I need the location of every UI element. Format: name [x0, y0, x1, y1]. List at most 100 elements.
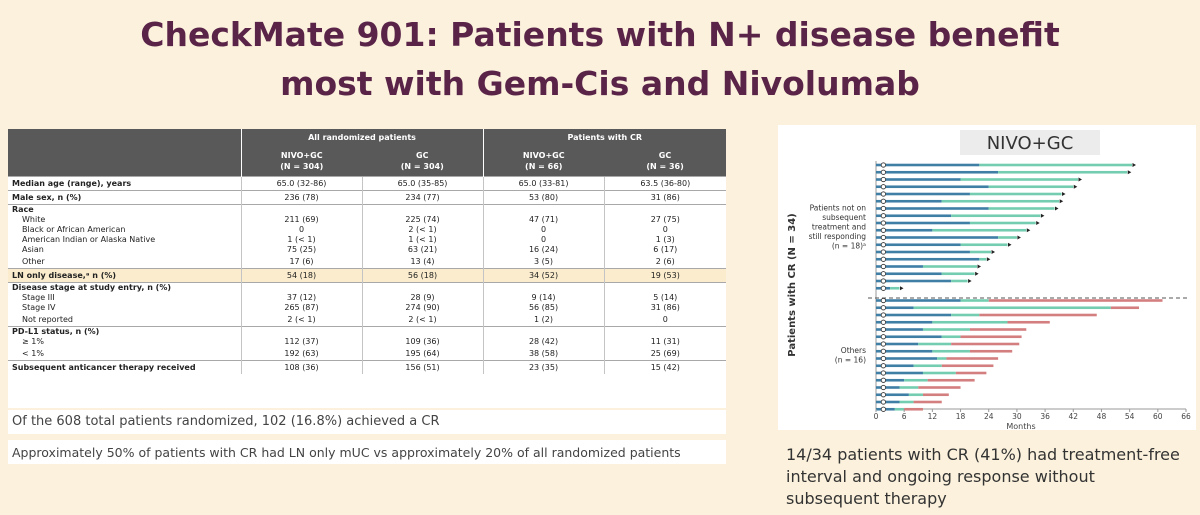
table-cell: [361, 282, 484, 293]
table-row: PD-L1 status, n (%): [8, 326, 726, 337]
table-cell: 109 (36): [361, 337, 484, 347]
response-bar: [937, 357, 947, 360]
group-label: still responding: [809, 232, 867, 241]
subsequent-therapy-bar: [913, 400, 942, 404]
table-row: < 1% 192 (63) 195 (64) 38 (58) 25 (69): [8, 347, 726, 361]
table-row: Median age (range), years 65.0 (32-86) 65.…: [8, 176, 726, 191]
treatment-bar: [876, 349, 933, 353]
response-bar: [969, 221, 1036, 225]
subsequent-therapy-bar: [1007, 320, 1050, 324]
x-tick-label: 48: [1097, 412, 1107, 421]
response-bar: [913, 364, 942, 368]
column-header: NIVO+GC (N = 66): [482, 146, 605, 177]
table-cell: 31 (86): [603, 303, 726, 313]
summary-note-ln-only: Approximately 50% of patients with CR ha…: [8, 440, 726, 464]
response-bar: [960, 178, 1078, 181]
row-label: Black or African American: [22, 225, 126, 234]
response-marker: [880, 363, 886, 369]
table-row: Stage IV 265 (87) 274 (90) 56 (85) 31 (86): [8, 303, 726, 313]
table-row: Disease stage at study entry, n (%): [8, 282, 726, 293]
x-tick-label: 60: [1153, 412, 1163, 421]
row-label: Not reported: [22, 314, 73, 324]
table-cell: [482, 326, 605, 337]
treatment-bar: [876, 371, 923, 375]
column-header-arm: GC: [658, 151, 672, 160]
response-bar: [941, 272, 975, 276]
ongoing-arrow: [991, 250, 996, 254]
table-cell: 23 (35): [482, 360, 605, 374]
ongoing-arrow: [968, 279, 972, 283]
table-row: Asian 75 (25) 63 (21) 16 (24) 6 (17): [8, 245, 726, 255]
column-header-n: (N = 66): [525, 162, 563, 171]
response-bar: [899, 386, 919, 389]
ongoing-arrow: [975, 271, 979, 276]
table-cell: 28 (9): [361, 293, 484, 303]
table-row: ≥ 1% 112 (37) 109 (36) 28 (42) 11 (31): [8, 337, 726, 347]
row-label: Disease stage at study entry, n (%): [8, 282, 241, 293]
row-label: Race: [8, 204, 241, 215]
column-header: NIVO+GC (N = 304): [240, 146, 362, 177]
x-tick-label: 0: [874, 412, 879, 421]
row-label: Stage IV: [22, 303, 56, 312]
ongoing-arrow: [1132, 163, 1136, 167]
ongoing-arrow: [977, 264, 981, 269]
response-marker: [880, 319, 886, 325]
group-label: Others: [841, 346, 866, 355]
group-label: Patients not on: [810, 204, 867, 213]
response-bar: [913, 306, 1111, 310]
treatment-bar: [876, 342, 919, 346]
row-label: Subsequent anticancer therapy received: [8, 360, 241, 374]
response-marker: [880, 242, 886, 248]
column-header: GC (N = 36): [604, 146, 726, 177]
table-cell: 19 (53): [603, 268, 726, 283]
treatment-bar: [876, 313, 952, 317]
table-cell: 108 (36): [240, 360, 362, 374]
row-label: Asian: [22, 245, 44, 254]
table-cell: 16 (24): [482, 245, 605, 255]
table-cell: 2 (< 1): [361, 313, 484, 327]
column-header-n: (N = 36): [646, 162, 684, 171]
response-bar: [908, 393, 923, 397]
response-marker: [880, 326, 886, 333]
chart-caption: 14/34 patients with CR (41%) had treatme…: [786, 445, 1180, 508]
table-cell: 0: [603, 313, 726, 327]
table-cell: 195 (64): [361, 347, 484, 361]
ongoing-arrow: [1062, 192, 1066, 196]
response-bar: [941, 199, 1060, 203]
row-label: < 1%: [22, 348, 44, 358]
treatment-bar: [876, 250, 970, 254]
table-cell: 0: [603, 225, 726, 235]
subsequent-therapy-bar: [979, 313, 1097, 317]
table-row: American Indian or Alaska Native 1 (< 1) 1…: [8, 235, 726, 245]
table-cell: 11 (31): [603, 337, 726, 347]
x-tick-label: 36: [1040, 412, 1050, 421]
table-cell: 0: [482, 225, 605, 235]
response-bar: [988, 185, 1074, 189]
row-label: Median age (range), years: [8, 176, 241, 191]
column-header-blank: [8, 146, 241, 177]
treatment-bar: [876, 257, 980, 261]
table-cell: 112 (37): [240, 337, 362, 347]
table-cell: 56 (18): [361, 268, 484, 283]
response-bar: [960, 299, 989, 302]
response-bar: [960, 243, 1008, 247]
x-tick-label: 6: [902, 412, 907, 421]
response-bar: [951, 279, 968, 283]
ongoing-arrow: [1008, 242, 1012, 247]
response-bar: [979, 257, 987, 261]
treatment-bar: [876, 178, 961, 181]
response-bar: [951, 313, 980, 317]
table-cell: [603, 282, 726, 293]
treatment-bar: [876, 170, 999, 174]
table-row: Not reported 2 (< 1) 2 (< 1) 1 (2) 0: [8, 313, 726, 327]
x-tick-label: 18: [956, 412, 966, 421]
table-cell: 211 (69): [240, 215, 362, 225]
response-marker: [880, 370, 886, 376]
response-marker: [880, 355, 886, 362]
table-row: Male sex, n (%) 236 (78) 234 (77) 53 (80) 31…: [8, 190, 726, 205]
response-marker: [880, 399, 886, 405]
treatment-bar: [876, 306, 914, 310]
ongoing-arrow: [1054, 206, 1059, 211]
table-cell: 27 (75): [603, 215, 726, 225]
treatment-bar: [876, 272, 942, 276]
